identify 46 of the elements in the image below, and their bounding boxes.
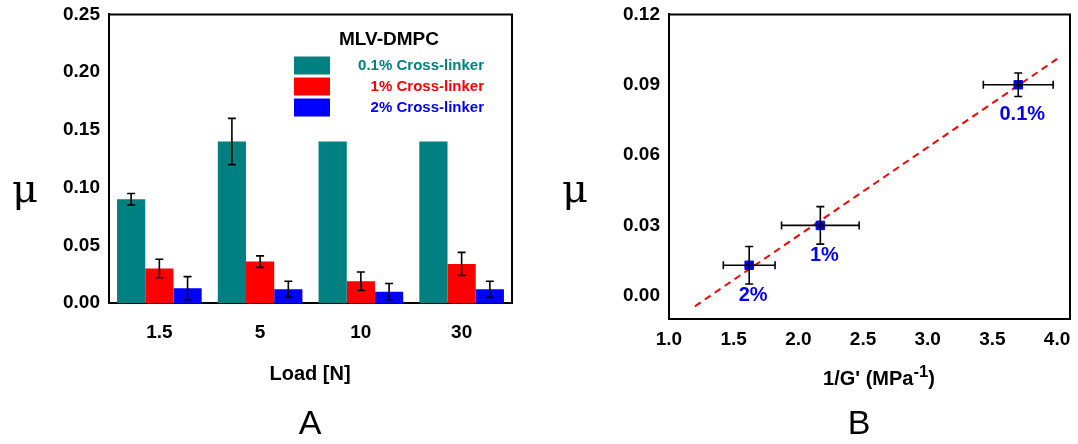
annotation: 1% [809,242,839,265]
x-tick-label: 30 [451,320,473,342]
x-axis-title: Load [N] [268,362,352,385]
bar [346,281,375,304]
bar [173,288,202,304]
y-tick-label: 0.12 [623,2,660,24]
x-tick-label: 1.5 [146,320,173,342]
x-tick-label: 3.5 [979,327,1007,349]
x-axis-title: 1/G' (MPa$^{-1}$) [822,362,936,390]
y-axis-title: μ [12,165,38,211]
annotation: 0.1% [999,102,1046,125]
bar [475,289,504,304]
y-tick-label: 0.06 [623,143,660,165]
bar [117,199,146,304]
x-tick-label: 1.0 [655,327,683,349]
bar [217,141,247,304]
bar [145,268,174,304]
x-tick-label: 4.0 [1043,327,1071,349]
legend-label: 0.1% Cross-linker [358,55,485,73]
x-tick-label: 3.0 [914,327,941,349]
text: B [847,402,871,443]
text: 1% Cross-linker [370,76,485,94]
y-tick-label: 0.20 [63,60,100,82]
bar [447,263,476,304]
y-tick-label: 0.15 [63,118,101,140]
y-axis-title: μ [562,165,588,211]
y-tick-label: 0.09 [623,72,660,94]
y-tick-label: 0.10 [63,175,100,197]
x-tick-label: 1.5 [720,327,748,349]
bar [274,289,303,304]
x-tick-label: 10 [350,320,372,342]
bar [246,261,275,304]
annotation: 2% [738,282,768,305]
x-tick-label: 2.0 [785,327,812,349]
y-tick-label: 0.00 [623,283,660,305]
bar [318,141,347,304]
x-tick-label: 5 [254,320,266,342]
text: 2% Cross-linker [370,97,485,115]
x-tick-label: 2.5 [849,327,877,349]
y-tick-label: 0.05 [63,233,101,255]
text: A [298,402,322,443]
legend-title: MLV-DMPC [339,27,440,49]
y-tick-label: 0.00 [63,291,100,313]
y-tick-label: 0.25 [63,2,101,24]
bar [419,141,448,304]
y-tick-label: 0.03 [623,213,660,235]
